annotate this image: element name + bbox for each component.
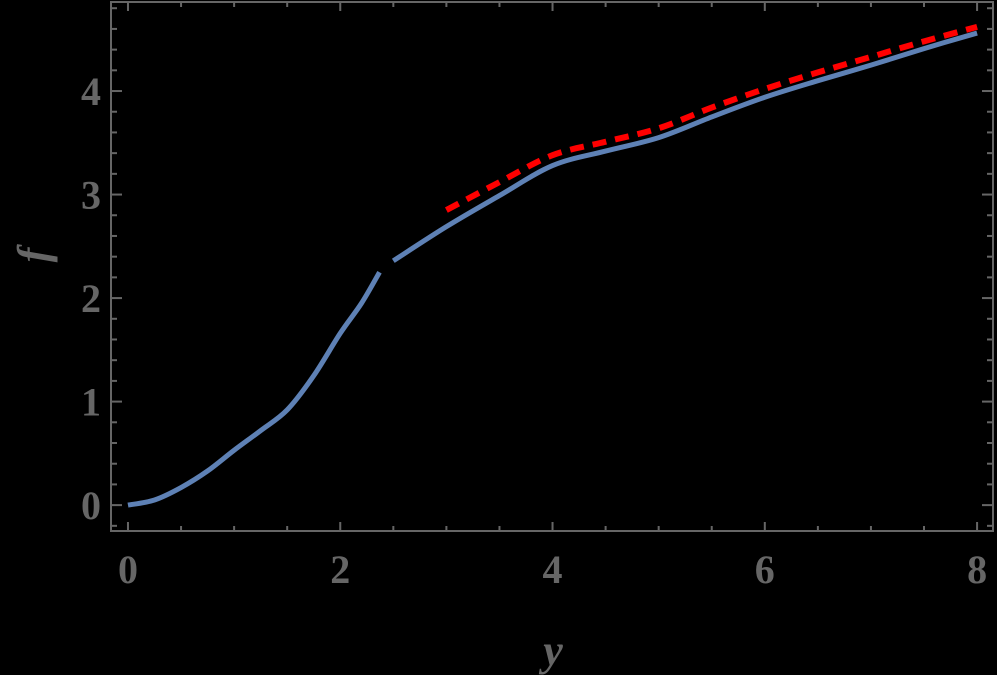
axis-ticks xyxy=(111,2,993,531)
y-tick-label: 0 xyxy=(81,483,101,528)
solution-line xyxy=(127,270,382,508)
data-series xyxy=(127,23,978,508)
x-tick-label: 8 xyxy=(967,547,987,592)
x-tick-label: 2 xyxy=(330,547,350,592)
y-tick-label: 4 xyxy=(81,69,101,114)
y-tick-label: 3 xyxy=(81,173,101,218)
tick-labels: 0 2 4 6 8 0 1 2 3 4 xyxy=(81,69,987,592)
y-tick-label: 2 xyxy=(81,276,101,321)
solution-line xyxy=(391,30,978,263)
y-tick-label: 1 xyxy=(81,380,101,425)
plot-frame xyxy=(110,1,994,532)
x-tick-label: 0 xyxy=(118,547,138,592)
asymptotic-dashed-line xyxy=(444,23,978,213)
x-tick-label: 4 xyxy=(543,547,563,592)
x-axis-label: y xyxy=(538,626,563,675)
y-axis-label: f xyxy=(9,243,58,262)
x-tick-label: 6 xyxy=(755,547,775,592)
